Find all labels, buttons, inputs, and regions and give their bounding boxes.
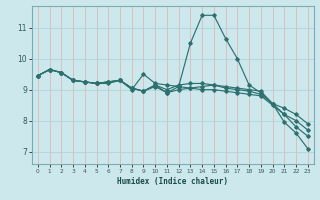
X-axis label: Humidex (Indice chaleur): Humidex (Indice chaleur)	[117, 177, 228, 186]
